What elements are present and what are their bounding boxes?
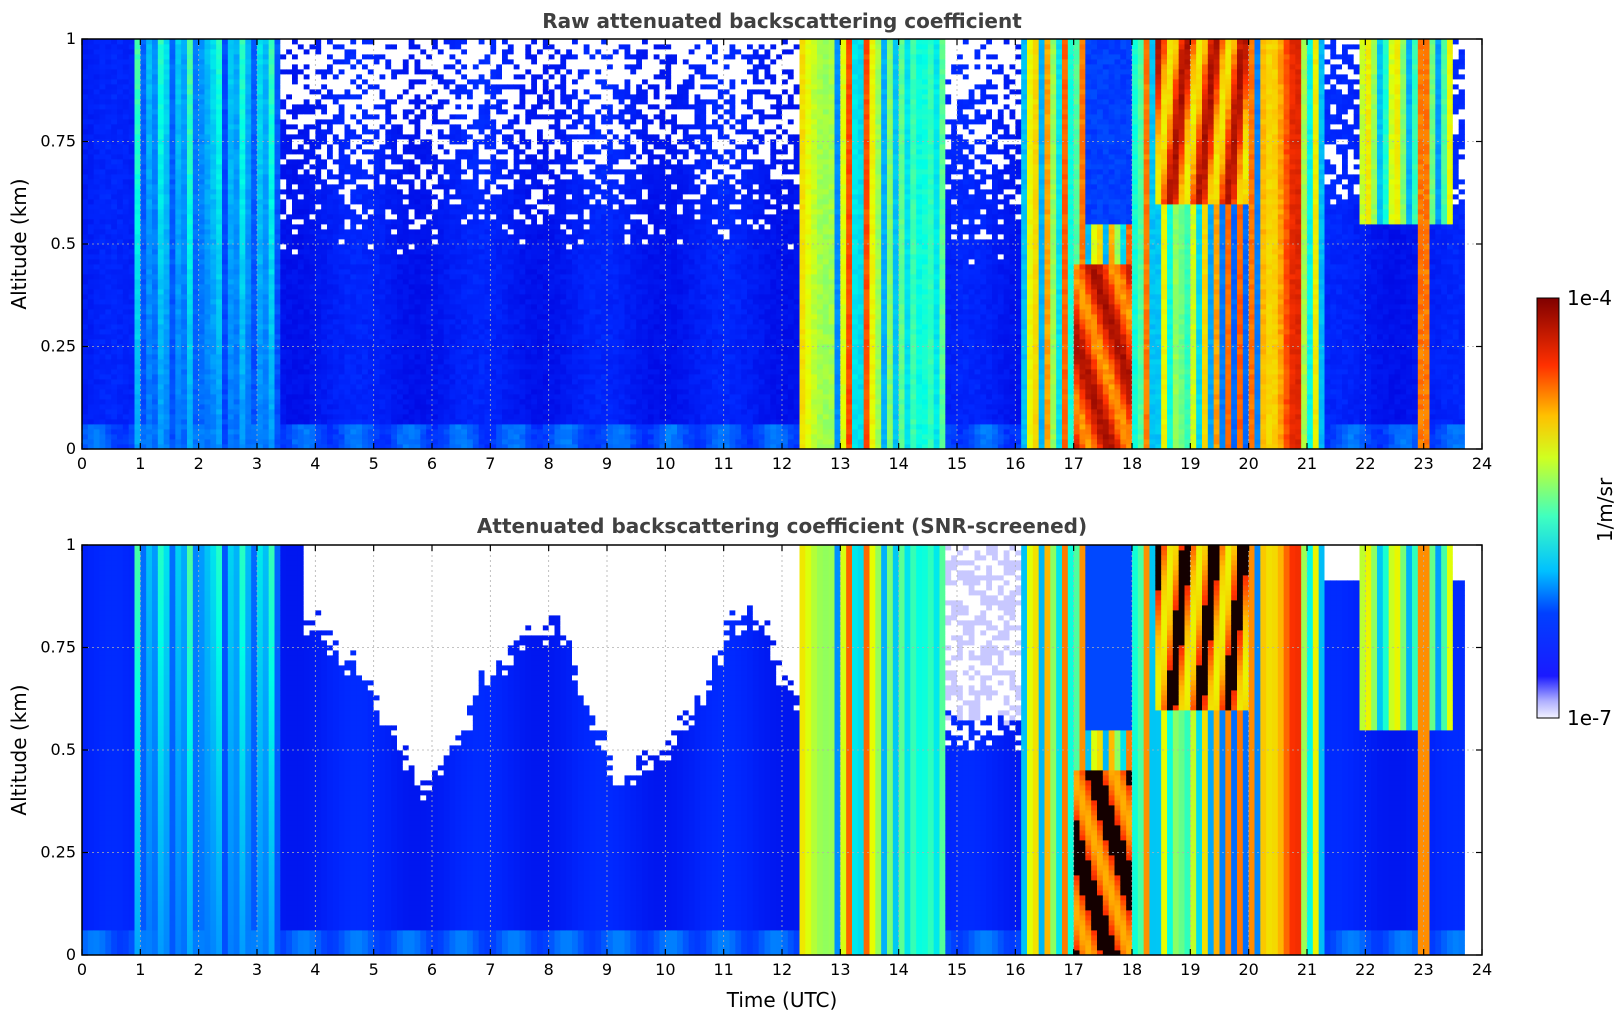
x-tick-label: 17 <box>1063 960 1083 979</box>
x-tick-label: 1 <box>135 960 145 979</box>
x-tick-label: 5 <box>369 454 379 473</box>
colorbar: 1e-4 1e-7 1/m/sr <box>1536 286 1617 730</box>
top-y-ticks: 0 0.25 0.5 0.75 1 <box>40 29 1482 458</box>
x-tick-label: 22 <box>1355 454 1375 473</box>
x-tick-label: 19 <box>1180 454 1200 473</box>
x-tick-label: 18 <box>1122 454 1142 473</box>
x-tick-label: 24 <box>1472 960 1492 979</box>
top-x-ticks: 0 1 2 3 4 5 6 7 8 9 10 11 12 13 14 15 16 17 18 19 20 21 22 23 24 <box>77 39 1492 473</box>
x-tick-label: 21 <box>1297 454 1317 473</box>
bottom-x-axis-label: Time (UTC) <box>726 988 838 1012</box>
bottom-grid <box>82 545 1482 955</box>
x-tick-label: 18 <box>1122 960 1142 979</box>
x-tick-label: 0 <box>77 454 87 473</box>
x-tick-label: 20 <box>1238 960 1258 979</box>
x-tick-label: 3 <box>252 454 262 473</box>
x-tick-label: 6 <box>427 960 437 979</box>
top-panel: Raw attenuated backscattering coefficien… <box>7 9 1492 473</box>
colorbar-max-label: 1e-4 <box>1567 286 1612 310</box>
colorbar-scale <box>1536 297 1560 719</box>
x-tick-label: 24 <box>1472 454 1492 473</box>
top-panel-title: Raw attenuated backscattering coefficien… <box>542 9 1022 33</box>
x-tick-label: 22 <box>1355 960 1375 979</box>
x-tick-label: 20 <box>1238 454 1258 473</box>
x-tick-label: 8 <box>544 454 554 473</box>
y-tick-label: 1 <box>66 535 76 554</box>
y-tick-label: 0.75 <box>40 638 76 657</box>
top-grid <box>82 39 1482 449</box>
y-tick-label: 0.25 <box>40 843 76 862</box>
x-tick-label: 10 <box>655 454 675 473</box>
bottom-panel: Attenuated backscattering coefficient (S… <box>7 514 1492 1012</box>
bottom-y-axis-label: Altitude (km) <box>7 684 31 815</box>
y-tick-label: 0.25 <box>40 337 76 356</box>
y-tick-label: 0.75 <box>40 132 76 151</box>
x-tick-label: 1 <box>135 454 145 473</box>
x-tick-label: 7 <box>485 454 495 473</box>
x-tick-label: 9 <box>602 454 612 473</box>
x-tick-label: 13 <box>830 454 850 473</box>
x-tick-label: 15 <box>947 960 967 979</box>
x-tick-label: 21 <box>1297 960 1317 979</box>
x-tick-label: 10 <box>655 960 675 979</box>
x-tick-label: 12 <box>772 960 792 979</box>
x-tick-label: 9 <box>602 960 612 979</box>
y-tick-label: 0 <box>66 439 76 458</box>
x-tick-label: 14 <box>888 454 908 473</box>
x-tick-label: 23 <box>1413 960 1433 979</box>
x-tick-label: 13 <box>830 960 850 979</box>
colorbar-unit-label: 1/m/sr <box>1593 477 1617 542</box>
bottom-y-ticks: 0 0.25 0.5 0.75 1 <box>40 535 1482 964</box>
x-tick-label: 23 <box>1413 454 1433 473</box>
x-tick-label: 17 <box>1063 454 1083 473</box>
x-tick-label: 16 <box>1005 454 1025 473</box>
x-tick-label: 6 <box>427 454 437 473</box>
x-tick-label: 2 <box>194 454 204 473</box>
x-tick-label: 5 <box>369 960 379 979</box>
x-tick-label: 12 <box>772 454 792 473</box>
top-heatmap <box>82 39 1482 449</box>
x-tick-label: 8 <box>544 960 554 979</box>
x-tick-label: 15 <box>947 454 967 473</box>
x-tick-label: 7 <box>485 960 495 979</box>
x-tick-label: 19 <box>1180 960 1200 979</box>
y-tick-label: 0.5 <box>51 740 76 759</box>
bottom-x-ticks: 0 1 2 3 4 5 6 7 8 9 10 11 12 13 14 15 16 17 18 19 20 21 22 23 24 <box>77 545 1492 979</box>
y-tick-label: 0.5 <box>51 234 76 253</box>
x-tick-label: 16 <box>1005 960 1025 979</box>
x-tick-label: 0 <box>77 960 87 979</box>
x-tick-label: 4 <box>310 960 320 979</box>
x-tick-label: 3 <box>252 960 262 979</box>
bottom-panel-title: Attenuated backscattering coefficient (S… <box>477 514 1087 538</box>
top-y-axis-label: Altitude (km) <box>7 178 31 309</box>
y-tick-label: 1 <box>66 29 76 48</box>
y-tick-label: 0 <box>66 945 76 964</box>
x-tick-label: 14 <box>888 960 908 979</box>
x-tick-label: 11 <box>713 454 733 473</box>
x-tick-label: 2 <box>194 960 204 979</box>
x-tick-label: 4 <box>310 454 320 473</box>
x-tick-label: 11 <box>713 960 733 979</box>
colorbar-min-label: 1e-7 <box>1567 706 1612 730</box>
